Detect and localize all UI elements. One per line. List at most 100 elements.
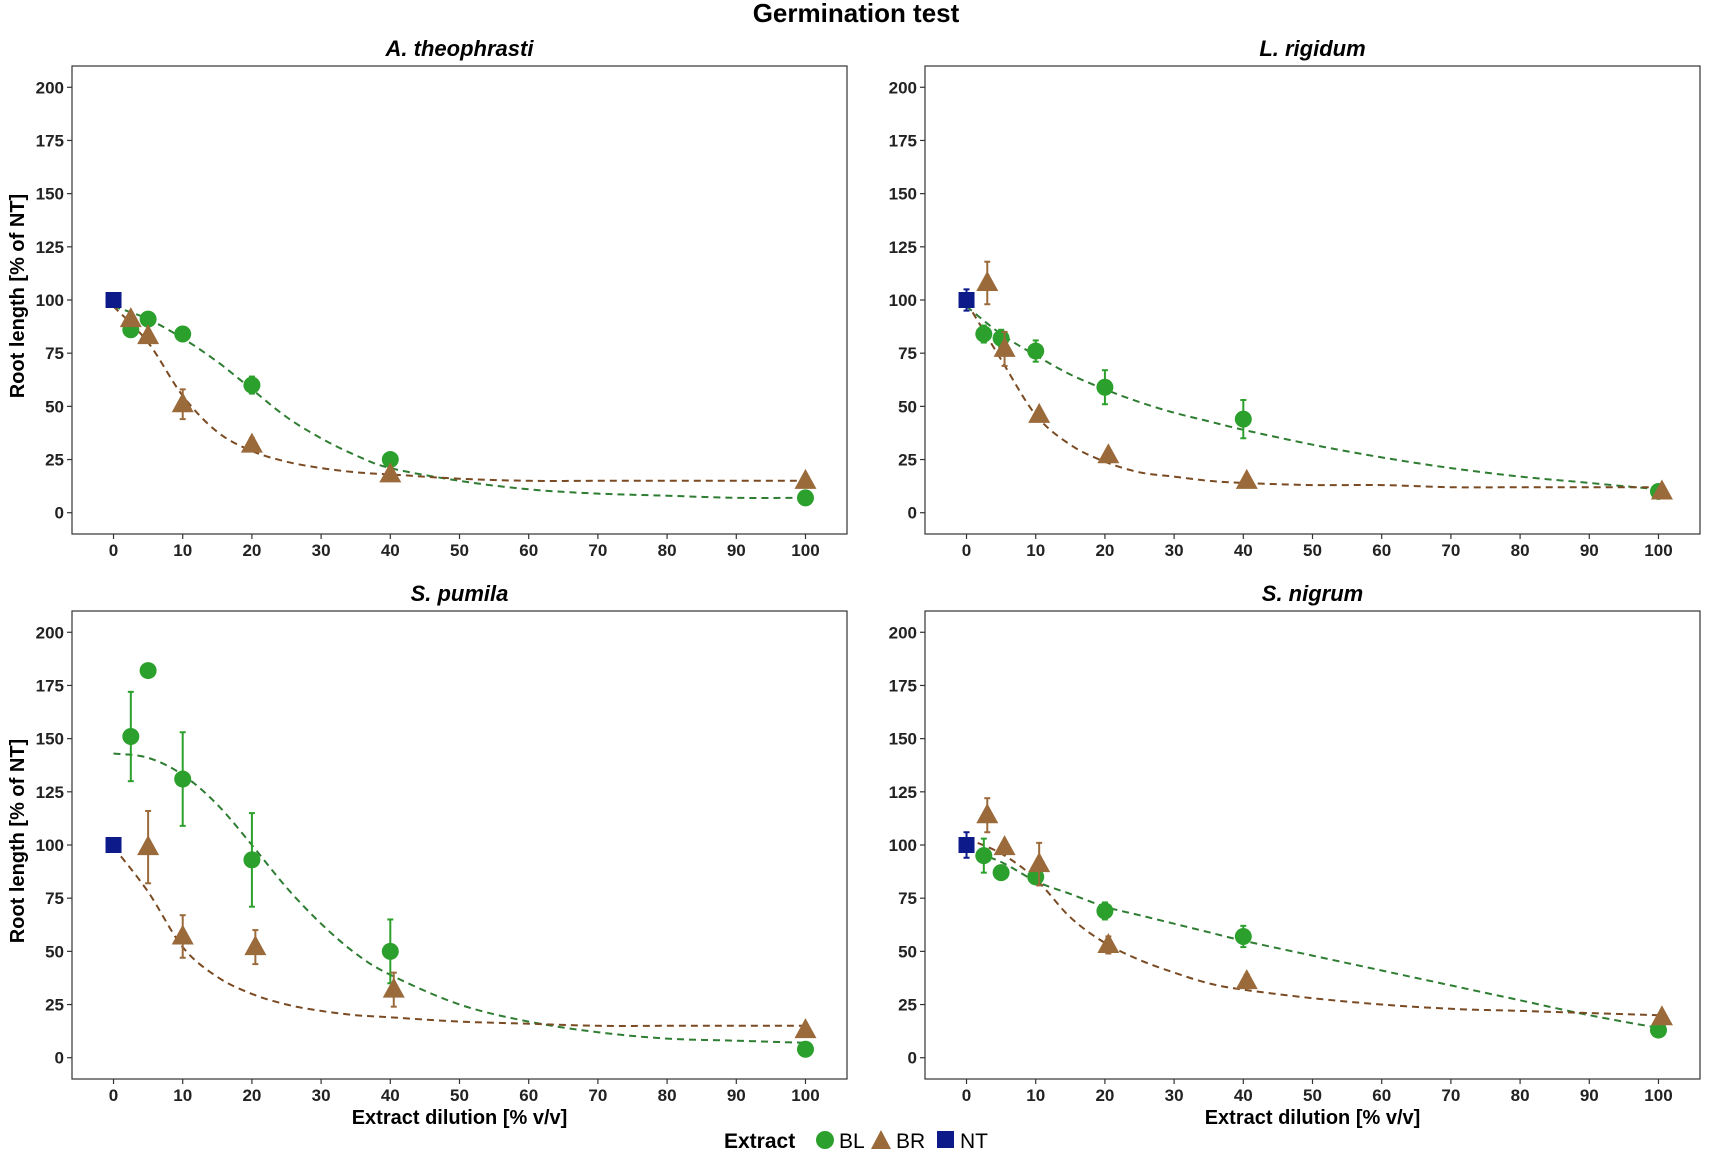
x-tick-label: 70: [588, 1086, 607, 1105]
x-tick-label: 20: [242, 541, 261, 560]
y-tick-label: 0: [55, 1049, 64, 1068]
y-tick-label: 0: [55, 504, 64, 523]
legend: Extract BL BR NT: [724, 1130, 988, 1153]
y-tick-label: 175: [36, 131, 64, 150]
x-tick-label: 50: [1303, 1086, 1322, 1105]
x-axis-label: Extract dilution [% v/v]: [352, 1107, 568, 1129]
br-point: [1028, 852, 1051, 873]
y-tick-label: 0: [908, 504, 917, 523]
bl-point: [174, 770, 192, 788]
x-tick-label: 20: [242, 1086, 261, 1105]
bl-point: [174, 325, 192, 343]
br-point: [119, 307, 142, 328]
y-tick-label: 150: [889, 185, 917, 204]
y-tick-label: 25: [45, 996, 64, 1015]
br-point: [244, 935, 267, 956]
y-tick-label: 100: [889, 836, 917, 855]
x-tick-label: 40: [1234, 1086, 1253, 1105]
x-tick-label: 80: [658, 1086, 677, 1105]
plot-frame: [71, 610, 848, 1080]
x-tick-label: 80: [1511, 541, 1530, 560]
y-axis-label: Root length [% of NT]: [7, 194, 29, 398]
y-tick-label: 125: [36, 783, 64, 802]
y-tick-label: 50: [898, 397, 917, 416]
bl-point: [122, 728, 140, 746]
x-tick-label: 60: [1372, 541, 1391, 560]
x-axis-label: Extract dilution [% v/v]: [1205, 1107, 1421, 1129]
x-tick-label: 80: [658, 541, 677, 560]
x-tick-label: 90: [727, 1086, 746, 1105]
x-tick-label: 0: [109, 541, 118, 560]
panel-title: S. pumila: [411, 581, 509, 606]
x-tick-label: 70: [1441, 541, 1460, 560]
y-tick-label: 150: [36, 730, 64, 749]
bl-fit-curve: [966, 848, 1659, 1029]
x-tick-label: 40: [381, 1086, 400, 1105]
br-point: [171, 924, 194, 945]
x-tick-label: 100: [1644, 1086, 1672, 1105]
bl-point: [381, 942, 399, 960]
panel-s-pumila: S. pumila 0 25 50 75 100 125 150 175 200 0 10 20 30 40…: [7, 581, 848, 1129]
bl-point: [796, 489, 814, 507]
bl-point: [1096, 378, 1114, 396]
br-point: [137, 324, 160, 345]
x-tick-label: 30: [1165, 1086, 1184, 1105]
plot-frame: [924, 610, 1701, 1080]
y-tick-label: 100: [889, 291, 917, 310]
x-tick-label: 10: [173, 1086, 192, 1105]
br-point: [171, 392, 194, 413]
legend-br-marker: [871, 1130, 891, 1149]
x-tick-label: 60: [519, 1086, 538, 1105]
br-point: [382, 977, 405, 998]
y-tick-label: 175: [36, 676, 64, 695]
br-point: [976, 803, 999, 824]
x-tick-label: 10: [173, 541, 192, 560]
x-tick-label: 90: [1580, 1086, 1599, 1105]
x-tick-label: 70: [588, 541, 607, 560]
panel-l-rigidum: L. rigidum 0 25 50 75 100 125 150 175 200 0 10 20 30 4…: [889, 36, 1701, 560]
y-tick-label: 150: [889, 730, 917, 749]
br-point: [1650, 479, 1673, 500]
legend-nt-label: NT: [960, 1130, 988, 1153]
bl-point: [796, 1040, 814, 1058]
bl-point: [139, 662, 157, 680]
y-tick-label: 75: [45, 889, 64, 908]
y-axis-label: Root length [% of NT]: [7, 739, 29, 943]
x-tick-label: 30: [1165, 541, 1184, 560]
br-fit-curve: [966, 837, 1659, 1017]
x-tick-label: 10: [1026, 541, 1045, 560]
br-point: [993, 835, 1016, 856]
y-tick-label: 50: [898, 942, 917, 961]
bl-point: [975, 847, 993, 865]
panel-a-theophrasti: A. theophrasti 0 25 50 75 100 125 150 175 200 0 10 2…: [7, 36, 848, 560]
x-tick-label: 60: [1372, 1086, 1391, 1105]
y-tick-label: 200: [36, 623, 64, 642]
panel-title: A. theophrasti: [385, 36, 535, 61]
br-point: [137, 835, 160, 856]
br-point: [1097, 932, 1120, 953]
y-tick-label: 75: [898, 889, 917, 908]
y-tick-label: 75: [898, 344, 917, 363]
x-tick-label: 60: [519, 541, 538, 560]
panel-title: S. nigrum: [1262, 581, 1363, 606]
br-point: [1235, 468, 1258, 489]
x-tick-label: 50: [1303, 541, 1322, 560]
x-tick-label: 10: [1026, 1086, 1045, 1105]
y-tick-label: 25: [898, 451, 917, 470]
x-tick-label: 40: [1234, 541, 1253, 560]
y-tick-label: 125: [889, 783, 917, 802]
bl-fit-curve: [113, 305, 806, 499]
bl-point: [381, 451, 399, 469]
x-tick-label: 50: [450, 541, 469, 560]
y-tick-label: 200: [36, 78, 64, 97]
y-tick-label: 50: [45, 397, 64, 416]
x-tick-label: 80: [1511, 1086, 1530, 1105]
bl-point: [975, 325, 993, 343]
plot-frame: [924, 65, 1701, 535]
bl-point: [1234, 410, 1252, 428]
bl-fit-curve: [965, 305, 1659, 491]
panel-title: L. rigidum: [1259, 36, 1365, 61]
br-point: [1235, 969, 1258, 990]
nt-point: [105, 292, 122, 308]
legend-bl-marker: [816, 1131, 834, 1149]
